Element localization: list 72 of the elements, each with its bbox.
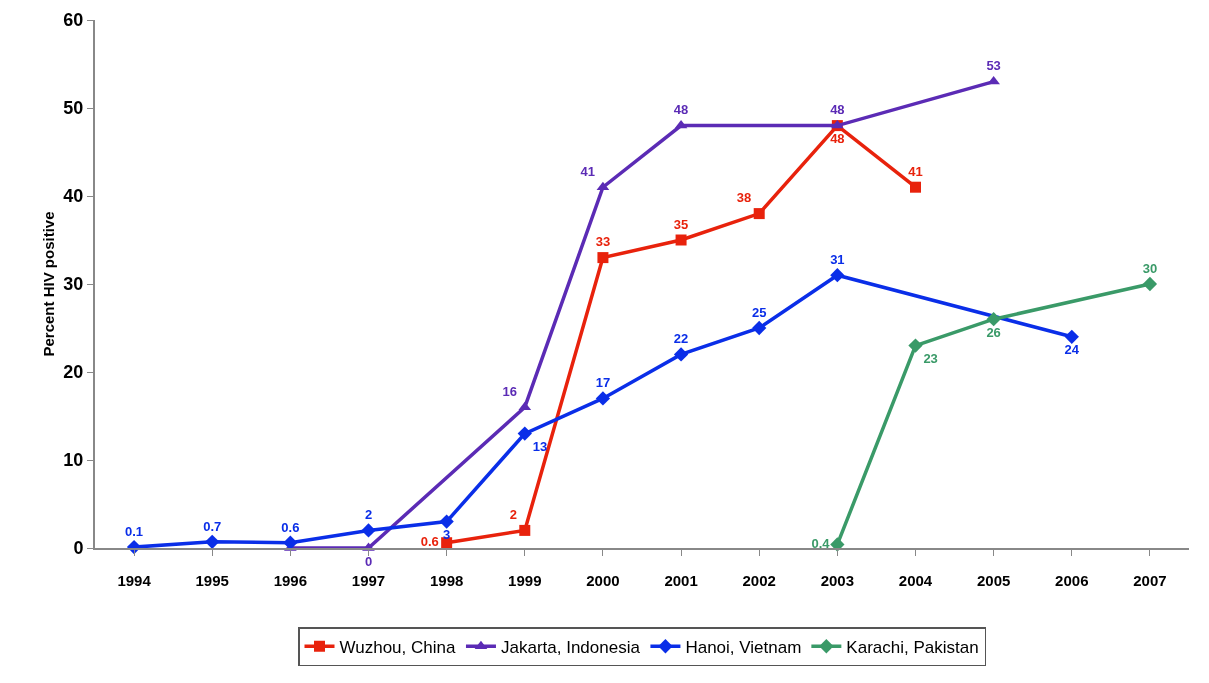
point	[1064, 329, 1079, 344]
data-label: 35	[673, 216, 689, 232]
x-tick-label: 1999	[508, 572, 542, 589]
data-label: 48	[830, 131, 845, 147]
point	[753, 208, 765, 220]
x-tick-label: 2004	[898, 572, 933, 589]
x-tick-label: 2005	[976, 572, 1011, 589]
y-tick-label: 40	[63, 186, 84, 207]
legend-label: Wuzhou, China	[339, 637, 456, 657]
data-label: 13	[532, 439, 548, 455]
data-label: 33	[595, 234, 611, 250]
point	[361, 523, 376, 538]
x-tick-label: 1996	[273, 572, 308, 589]
y-tick-label: 60	[63, 10, 84, 31]
y-tick-label: 0	[73, 538, 84, 559]
data-label: 25	[751, 304, 767, 320]
data-label: 38	[736, 190, 752, 206]
data-label: 0	[364, 553, 373, 569]
data-label: 48	[830, 102, 845, 118]
data-label: 23	[923, 351, 938, 367]
point	[595, 391, 611, 406]
point	[673, 347, 689, 362]
point	[205, 534, 220, 549]
y-tick-label: 50	[63, 98, 84, 119]
data-label: 0.1	[125, 523, 144, 539]
point	[519, 524, 531, 536]
data-label: 26	[986, 324, 1001, 340]
data-label: 41	[580, 164, 596, 180]
y-tick-label: 10	[63, 450, 84, 471]
data-label: 0.4	[811, 535, 831, 551]
data-label: 16	[502, 384, 517, 400]
legend-label: Hanoi, Vietnam	[685, 637, 802, 657]
point	[439, 514, 454, 529]
y-axis-title: Percent HIV positive	[40, 211, 57, 357]
point	[752, 320, 767, 336]
data-label: 30	[1142, 260, 1158, 276]
data-label: 48	[673, 102, 689, 118]
y-tick-label: 20	[63, 362, 84, 383]
point	[830, 268, 845, 283]
point	[830, 537, 845, 552]
point	[675, 234, 687, 246]
data-label: 31	[830, 252, 845, 268]
data-label: 24	[1064, 342, 1080, 358]
data-label: 17	[595, 375, 611, 391]
legend-label: Jakarta, Indonesia	[500, 637, 641, 657]
point	[986, 312, 1001, 327]
data-label: 22	[673, 331, 689, 347]
y-tick-label: 30	[63, 274, 84, 295]
point	[517, 426, 532, 441]
point	[597, 252, 609, 264]
data-label: 53	[986, 58, 1001, 74]
x-tick-label: 2003	[820, 572, 855, 589]
data-label: 0.7	[203, 518, 222, 534]
x-tick-label: 1997	[351, 572, 386, 589]
point	[910, 181, 921, 193]
x-tick-label: 1995	[195, 572, 229, 589]
data-label: 41	[908, 164, 923, 180]
data-label: 0.6	[281, 519, 300, 535]
point	[1142, 276, 1158, 292]
data-label: 2	[364, 507, 373, 523]
legend-label: Karachi, Pakistan	[846, 637, 979, 657]
point	[283, 535, 298, 550]
x-tick-label: 2007	[1133, 572, 1167, 589]
x-tick-label: 1994	[117, 572, 152, 589]
data-label: 0.6	[420, 533, 439, 549]
x-tick-label: 1998	[429, 572, 464, 589]
x-tick-label: 2000	[586, 572, 620, 589]
data-label: 2	[509, 507, 517, 523]
x-tick-label: 2006	[1055, 572, 1089, 589]
point	[908, 338, 923, 353]
x-tick-label: 2001	[664, 572, 698, 589]
x-tick-label: 2002	[742, 572, 776, 589]
